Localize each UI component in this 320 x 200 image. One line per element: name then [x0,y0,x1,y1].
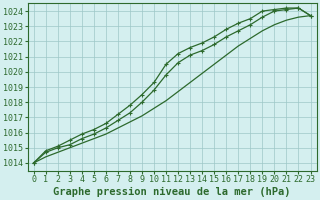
X-axis label: Graphe pression niveau de la mer (hPa): Graphe pression niveau de la mer (hPa) [53,186,291,197]
